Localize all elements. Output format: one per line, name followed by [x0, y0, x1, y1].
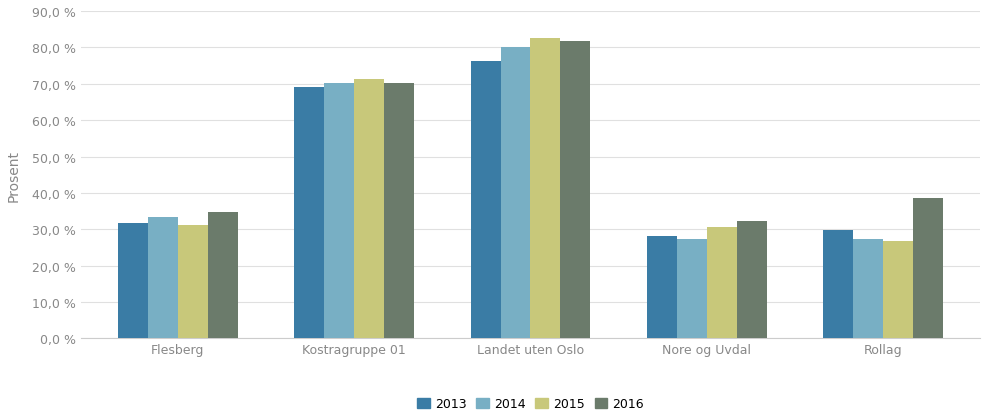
- Legend: 2013, 2014, 2015, 2016: 2013, 2014, 2015, 2016: [417, 397, 643, 410]
- Bar: [882, 241, 912, 339]
- Bar: [470, 62, 500, 339]
- Bar: [148, 218, 177, 339]
- Bar: [354, 80, 384, 339]
- Bar: [560, 42, 590, 339]
- Bar: [294, 88, 323, 339]
- Bar: [852, 240, 882, 339]
- Y-axis label: Prosent: Prosent: [7, 150, 21, 201]
- Bar: [912, 199, 942, 339]
- Bar: [676, 239, 706, 339]
- Bar: [323, 84, 354, 339]
- Bar: [177, 225, 208, 339]
- Bar: [646, 236, 676, 339]
- Bar: [117, 223, 148, 339]
- Bar: [706, 228, 736, 339]
- Bar: [384, 84, 414, 339]
- Bar: [500, 48, 529, 339]
- Bar: [736, 221, 766, 339]
- Bar: [208, 212, 238, 339]
- Bar: [822, 230, 852, 339]
- Bar: [529, 39, 560, 339]
